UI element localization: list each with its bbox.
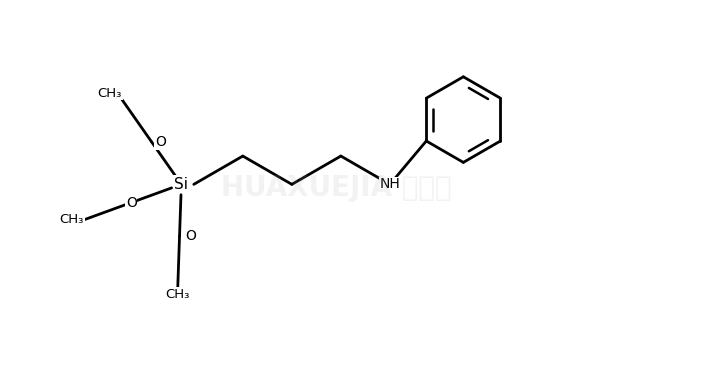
Text: HUAXUEJIA 化学源: HUAXUEJIA 化学源	[222, 174, 452, 202]
Text: NH: NH	[379, 177, 400, 192]
Text: CH₃: CH₃	[60, 213, 84, 226]
Text: CH₃: CH₃	[97, 87, 122, 100]
Text: O: O	[155, 135, 166, 149]
Text: O: O	[185, 229, 196, 243]
Text: CH₃: CH₃	[165, 288, 190, 301]
Text: O: O	[126, 196, 137, 210]
Text: Si: Si	[175, 177, 189, 192]
